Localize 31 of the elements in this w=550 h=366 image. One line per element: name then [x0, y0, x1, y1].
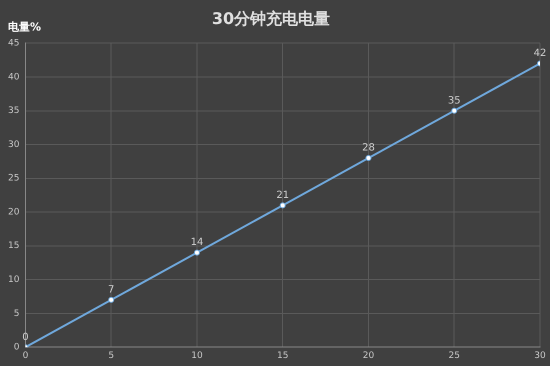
y-tick-label: 35 — [8, 106, 20, 116]
chart-title: 30分钟充电电量 — [212, 8, 330, 28]
data-label: 35 — [448, 95, 461, 106]
x-tick-label: 10 — [191, 350, 203, 361]
point — [280, 202, 286, 208]
x-tick-label: 25 — [448, 350, 460, 361]
point — [365, 155, 372, 162]
x-tick-label: 15 — [277, 350, 288, 361]
x-tick-label: 30 — [534, 350, 546, 361]
x-tick-label: 0 — [22, 350, 29, 361]
data-label: 28 — [362, 142, 375, 154]
y-tick-label: 45 — [8, 38, 20, 49]
data-label: 0 — [22, 332, 29, 343]
x-tick-label: 5 — [108, 350, 114, 361]
x-tick-label: 20 — [362, 350, 374, 361]
y-tick-label: 0 — [14, 342, 20, 353]
y-tick-label: 10 — [8, 274, 20, 285]
y-tick-label: 40 — [8, 72, 20, 82]
y-tick-label: 15 — [8, 241, 20, 252]
y-axis-title: 电量% — [8, 20, 42, 34]
data-label: 14 — [190, 237, 204, 248]
y-tick-label: 25 — [8, 174, 20, 184]
point — [451, 108, 458, 114]
point — [194, 250, 200, 256]
y-tick-label: 5 — [14, 308, 20, 319]
point — [108, 296, 114, 303]
y-tick-label: 30 — [8, 140, 20, 150]
y-tick-label: 20 — [8, 207, 20, 218]
data-label: 7 — [108, 284, 114, 296]
data-label: 42 — [534, 48, 546, 60]
data-label: 21 — [276, 190, 290, 201]
